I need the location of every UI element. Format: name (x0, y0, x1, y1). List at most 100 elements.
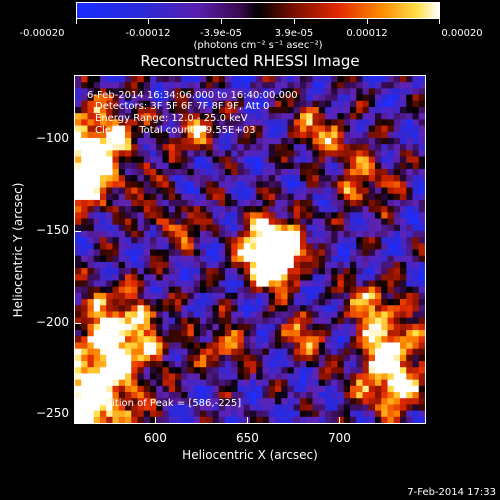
heatmap-cell (356, 119, 363, 126)
heatmap-cell (318, 162, 326, 170)
heatmap-cell (268, 398, 276, 405)
heatmap-cell (256, 280, 263, 288)
heatmap-cell (381, 404, 388, 412)
heatmap-cell (225, 330, 232, 337)
heatmap-cell (281, 249, 288, 257)
heatmap-cell (256, 410, 263, 418)
heatmap-cell (368, 106, 376, 114)
heatmap-cell (375, 181, 382, 188)
heatmap-cell (206, 106, 213, 114)
heatmap-cell (218, 144, 226, 151)
heatmap-cell (193, 199, 201, 207)
heatmap-cell (256, 94, 263, 102)
heatmap-cell (93, 261, 101, 269)
heatmap-cell (287, 336, 295, 343)
heatmap-cell (75, 125, 82, 133)
heatmap-cell (137, 367, 145, 374)
heatmap-cell (381, 119, 388, 126)
heatmap-cell (243, 131, 251, 139)
heatmap-cell (381, 317, 388, 325)
heatmap-cell (393, 336, 401, 343)
heatmap-cell (181, 330, 188, 337)
heatmap-cell (393, 299, 401, 306)
heatmap-cell (356, 286, 363, 294)
heatmap-cell (187, 113, 195, 120)
heatmap-cell (225, 342, 232, 350)
heatmap-cell (418, 162, 425, 170)
heatmap-cell (250, 243, 257, 250)
heatmap-cell (106, 168, 113, 176)
heatmap-cell (143, 354, 151, 362)
heatmap-cell (175, 305, 182, 312)
heatmap-cell (231, 311, 238, 319)
heatmap-cell (412, 404, 420, 412)
heatmap-cell (381, 286, 388, 294)
heatmap-cell (318, 113, 326, 120)
heatmap-cell (93, 249, 101, 257)
heatmap-cell (200, 280, 207, 288)
heatmap-cell (137, 187, 145, 195)
heatmap-cell (100, 367, 107, 374)
heatmap-cell (206, 261, 213, 269)
heatmap-cell (212, 156, 220, 164)
heatmap-cell (350, 131, 357, 139)
heatmap-cell (193, 187, 201, 195)
heatmap-cell (87, 150, 95, 157)
heatmap-cell (300, 237, 307, 244)
heatmap-cell (93, 187, 101, 195)
heatmap-cell (237, 224, 245, 232)
heatmap-cell (250, 385, 257, 393)
heatmap-cell (268, 416, 276, 423)
heatmap-cell (81, 206, 88, 213)
heatmap-cell (287, 88, 295, 95)
heatmap-cell (150, 354, 157, 362)
heatmap-cell (256, 175, 263, 182)
heatmap-cell (293, 317, 301, 325)
heatmap-cell (293, 323, 301, 331)
heatmap-cell (93, 348, 101, 356)
heatmap-cell (131, 162, 138, 170)
heatmap-cell (337, 88, 345, 95)
y-axis-tick (75, 323, 81, 324)
heatmap-cell (331, 187, 338, 195)
heatmap-cell (418, 187, 425, 195)
heatmap-cell (381, 181, 388, 188)
heatmap-cell (375, 82, 382, 89)
heatmap-cell (350, 416, 357, 423)
heatmap-cell (350, 330, 357, 337)
heatmap-cell (268, 317, 276, 325)
heatmap-cell (293, 354, 301, 362)
heatmap-cell (206, 243, 213, 250)
heatmap-cell (275, 410, 282, 418)
heatmap-cell (250, 330, 257, 337)
heatmap-cell (231, 76, 238, 83)
heatmap-cell (212, 206, 220, 213)
heatmap-cell (312, 404, 320, 412)
heatmap-cell (112, 113, 120, 120)
heatmap-cell (300, 206, 307, 213)
heatmap-cell (137, 354, 145, 362)
heatmap-cell (343, 76, 351, 83)
heatmap-cell (331, 237, 338, 244)
heatmap-cell (181, 181, 188, 188)
heatmap-cell (318, 230, 326, 238)
heatmap-cell (187, 106, 195, 114)
heatmap-cell (106, 261, 113, 269)
heatmap-cell (281, 404, 288, 412)
heatmap-cell (268, 361, 276, 368)
heatmap-cell (243, 175, 251, 182)
heatmap-cell (350, 280, 357, 288)
heatmap-cell (93, 361, 101, 368)
heatmap-cell (312, 100, 320, 108)
heatmap-cell (212, 237, 220, 244)
heatmap-cell (287, 212, 295, 219)
heatmap-cell (375, 398, 382, 405)
heatmap-cell (375, 404, 382, 412)
colorbar-tick-label: -0.00012 (125, 28, 171, 39)
heatmap-cell (268, 354, 276, 362)
heatmap-cell (131, 342, 138, 350)
heatmap-cell (206, 144, 213, 151)
heatmap-cell (162, 311, 170, 319)
heatmap-cell (193, 230, 201, 238)
heatmap-cell (200, 342, 207, 350)
